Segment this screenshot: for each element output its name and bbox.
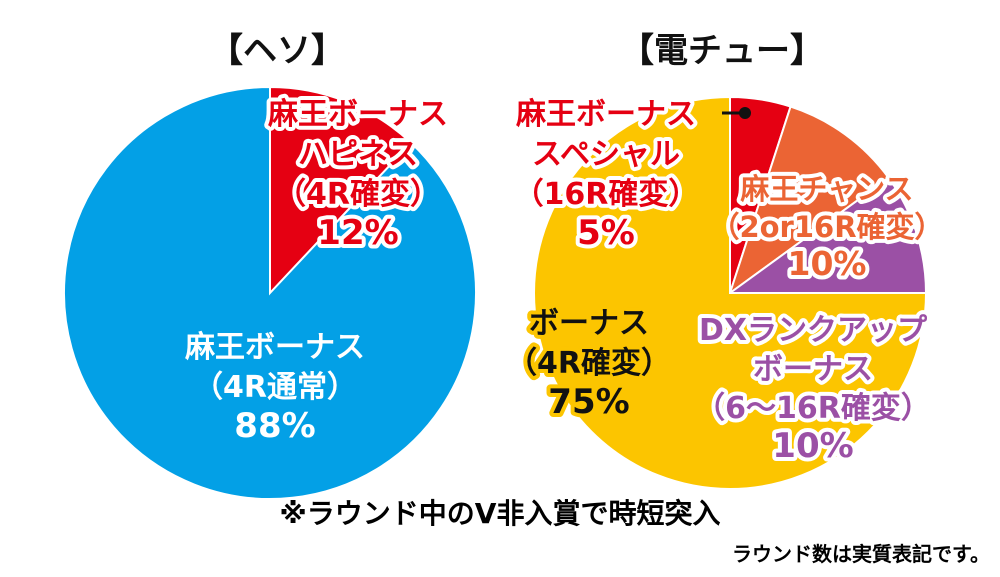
slice-label-line: （16R確変） bbox=[514, 177, 699, 212]
pie-heso-title: 【ヘソ】 bbox=[209, 31, 345, 71]
slice-label-line: 麻王ボーナス bbox=[516, 97, 696, 132]
slice-label-line: 麻王ボーナス bbox=[185, 330, 365, 365]
slice-label-line: ボーナス bbox=[753, 352, 873, 387]
leader-dot bbox=[739, 107, 751, 119]
slice-label-line: ハピネス bbox=[298, 137, 418, 172]
slice-label-line: ボーナス bbox=[529, 306, 649, 341]
slice-label-line: （4R確変） bbox=[276, 177, 440, 212]
pie-heso bbox=[63, 85, 477, 500]
slice-label-line: 10% bbox=[788, 244, 867, 283]
v-note: ※ラウンド中のV非入賞で時短突入 bbox=[280, 497, 721, 530]
slice-labels: 麻王ボーナスハピネス（4R確変）12%麻王ボーナス（4R通常）88%麻王ボーナス… bbox=[184, 93, 948, 470]
slice-label-line: 88% bbox=[234, 406, 315, 446]
slice-label-line: 麻王ボーナス bbox=[268, 97, 448, 132]
slice-label-line: （2or16R確変） bbox=[710, 210, 943, 244]
pie-denchu bbox=[533, 95, 928, 490]
slice-label-line: DXランクアップ bbox=[699, 313, 928, 348]
pie-slice bbox=[533, 95, 928, 490]
slice-label-line: 12% bbox=[317, 213, 398, 253]
pie-slice bbox=[269, 85, 413, 296]
slice-label-line: （4R通常） bbox=[193, 370, 357, 405]
slice-label-line: 10% bbox=[772, 426, 853, 466]
pie-denchu-title: 【電チュー】 bbox=[620, 31, 824, 71]
pie-slice bbox=[728, 105, 890, 296]
slice-label-line: 75% bbox=[548, 382, 629, 422]
round-note: ラウンド数は実質表記です。 bbox=[732, 542, 990, 566]
slice-label-line: スペシャル bbox=[532, 137, 680, 172]
slice-label-line: （6〜16R確変） bbox=[695, 391, 931, 426]
slice-label-line: 麻王チャンス bbox=[740, 172, 913, 206]
pie-slice bbox=[63, 85, 477, 500]
slice-label-line: （4R確変） bbox=[507, 346, 671, 381]
pie-slice bbox=[726, 176, 928, 294]
slice-label-line: 5% bbox=[577, 213, 635, 253]
